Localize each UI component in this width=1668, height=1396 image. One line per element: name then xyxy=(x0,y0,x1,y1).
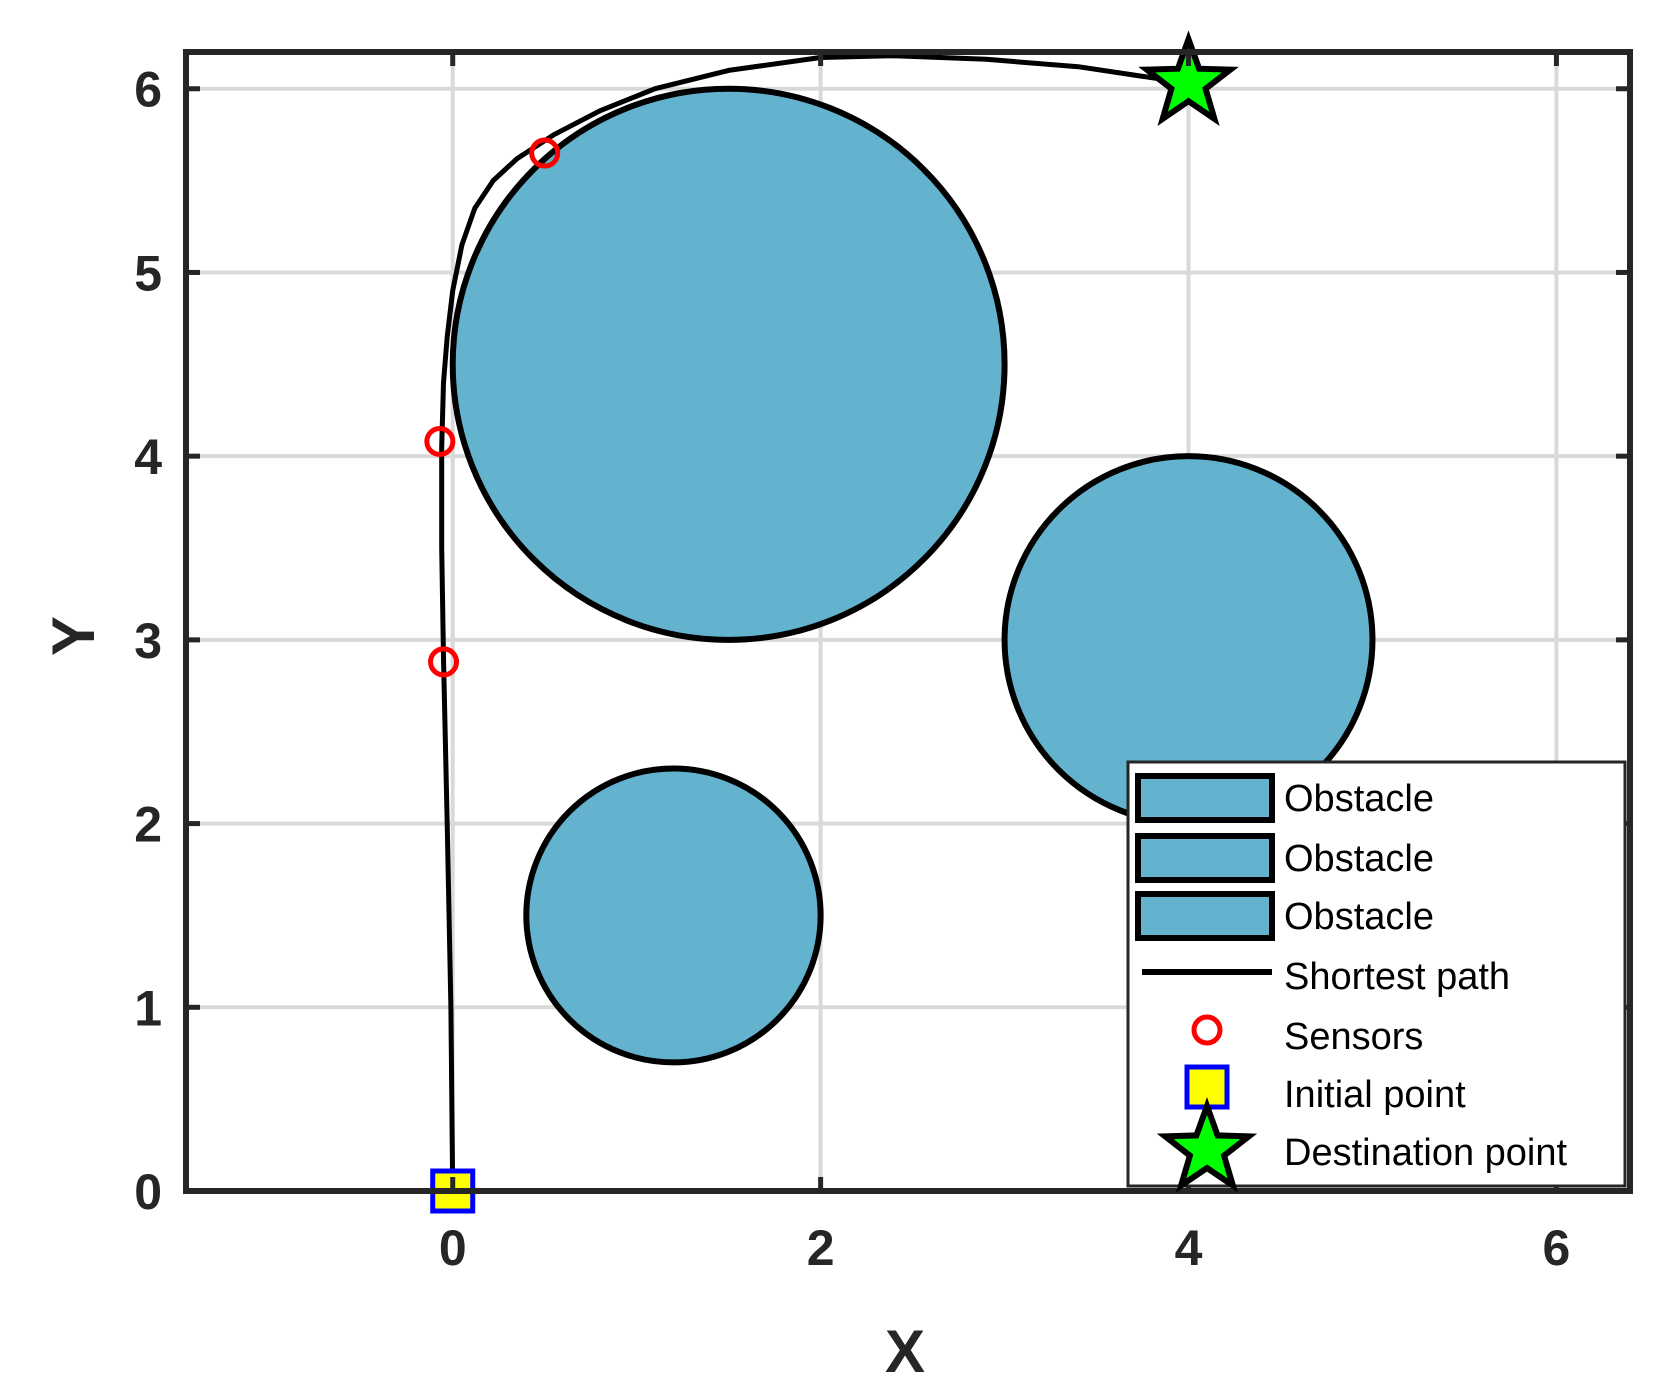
destination-point-marker xyxy=(1138,30,1239,126)
y-tick-label: 3 xyxy=(134,613,162,669)
y-tick-label: 0 xyxy=(134,1164,162,1220)
legend-label: Sensors xyxy=(1284,1016,1423,1058)
x-axis-label: X xyxy=(885,1318,925,1385)
legend-sensor-swatch xyxy=(1191,1014,1223,1046)
x-tick-label: 4 xyxy=(1175,1220,1203,1276)
y-tick-label: 6 xyxy=(134,62,162,118)
y-tick-label: 5 xyxy=(134,245,162,301)
axes-box xyxy=(183,49,1633,1194)
legend-label: Obstacle xyxy=(1284,896,1434,938)
shortest-path-line xyxy=(439,53,1189,1192)
legend: Obstacle Obstacle Obstacle Shortest path Sen… xyxy=(1126,760,1627,1193)
obstacle-circle xyxy=(523,765,824,1066)
obstacle-circle xyxy=(449,85,1008,643)
legend-label: Obstacle xyxy=(1284,838,1434,880)
sensor-marker xyxy=(428,646,460,678)
legend-label: Destination point xyxy=(1284,1132,1568,1174)
legend-label: Obstacle xyxy=(1284,778,1434,820)
y-axis-label: Y xyxy=(40,616,107,656)
y-tick-label: 4 xyxy=(134,429,162,485)
x-tick-label: 0 xyxy=(439,1220,467,1276)
obstacles xyxy=(449,85,1376,1066)
sensor-marker xyxy=(529,137,561,169)
legend-obstacle-swatch xyxy=(1135,773,1275,823)
y-tick-label: 1 xyxy=(134,980,162,1036)
path-layer xyxy=(439,53,1189,1192)
sensor-marker xyxy=(424,425,456,457)
legend-destination-swatch xyxy=(1156,1097,1258,1193)
legend-obstacle-swatch xyxy=(1135,891,1275,941)
y-tick-label: 2 xyxy=(134,797,162,853)
x-tick-label: 6 xyxy=(1543,1220,1571,1276)
tick-labels: 0 2 4 6 0 1 2 3 4 5 6 xyxy=(134,62,1570,1276)
x-tick-label: 2 xyxy=(807,1220,835,1276)
legend-label: Initial point xyxy=(1284,1074,1466,1116)
legend-obstacle-swatch xyxy=(1135,833,1275,883)
legend-label: Shortest path xyxy=(1284,956,1510,998)
